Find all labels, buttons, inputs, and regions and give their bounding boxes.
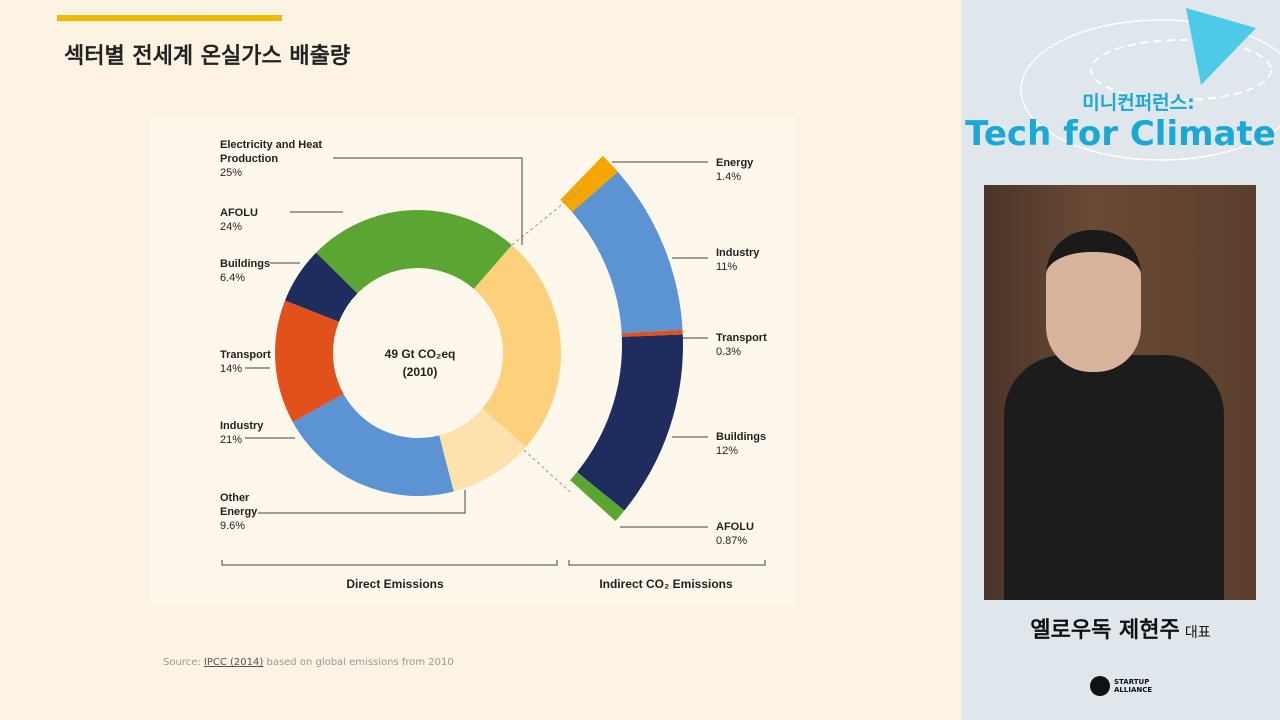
- value-label: 24%: [220, 221, 243, 233]
- logo-line: ALLIANCE: [1114, 686, 1153, 694]
- center-label: (2010): [403, 365, 438, 379]
- slide-title: 섹터별 전세계 온실가스 배출량: [64, 44, 351, 69]
- value-label: 12%: [716, 445, 739, 457]
- value-label: 1.4%: [716, 171, 742, 183]
- sidebar: 미니컨퍼런스: Tech for Climate 옐로우독 제현주 대표 STA…: [961, 0, 1280, 720]
- logo-icon: [1090, 676, 1110, 696]
- arc-segment: [576, 334, 683, 511]
- chart-panel: [150, 118, 795, 605]
- segment-label: Industry 21%: [220, 419, 300, 447]
- source: Source: IPCC (2014) based on global emis…: [163, 657, 454, 668]
- category-label: Transport: [716, 332, 767, 344]
- value-label: 0.87%: [716, 535, 748, 547]
- segment-label: AFOLU 24%: [220, 206, 300, 234]
- group-label: Direct Emissions: [346, 577, 444, 591]
- segment-label: Transport 14%: [220, 348, 300, 376]
- category-label: Energy: [716, 157, 754, 169]
- logo: STARTUP ALLIANCE: [1114, 678, 1152, 694]
- category-label: AFOLU: [220, 207, 258, 219]
- speaker-head: [1046, 230, 1141, 372]
- category-label: Buildings: [716, 431, 767, 443]
- accent-bar: [57, 15, 282, 21]
- segment-label: Transport 0.3%: [716, 331, 767, 359]
- group-bracket: [221, 560, 558, 566]
- donut-segment: [285, 252, 358, 322]
- connector: [523, 449, 571, 493]
- donut-segment: [316, 209, 512, 294]
- source-link[interactable]: IPCC (2014): [203, 657, 264, 668]
- segment-label: Industry 11%: [716, 246, 759, 274]
- event-title: Tech for Climate: [965, 114, 1276, 154]
- arc-segment: [570, 472, 625, 521]
- logo-line: STARTUP: [1114, 678, 1150, 686]
- leader-line: [258, 490, 466, 514]
- connector: [511, 189, 581, 246]
- arc-segment: [621, 329, 683, 337]
- speaker-caption: 옐로우독 제현주 대표: [961, 612, 1280, 644]
- category-label: Industry: [220, 420, 264, 432]
- category-label: Other Energy: [220, 492, 258, 518]
- segment-label: Other Energy 9.6%: [220, 491, 260, 533]
- value-label: 9.6%: [220, 520, 246, 532]
- chart-labels: Electricity and Heat Production 25% Other …: [220, 138, 767, 548]
- category-label: Buildings: [220, 258, 271, 270]
- speaker-video: [984, 185, 1256, 600]
- category-label: Industry: [716, 247, 760, 259]
- donut-segment: [292, 394, 454, 496]
- category-label: Transport: [220, 349, 271, 361]
- speaker-name: 옐로우독 제현주: [1030, 618, 1180, 643]
- donut-segment: [275, 300, 344, 422]
- source-prefix: Source:: [163, 657, 201, 668]
- center-label: 49 Gt CO₂eq: [385, 347, 456, 361]
- segment-label: Buildings 6.4%: [220, 257, 300, 285]
- leader-line: [333, 157, 523, 245]
- value-label: 11%: [716, 261, 738, 273]
- segment-label: Buildings 12%: [716, 430, 766, 458]
- value-label: 0.3%: [716, 346, 742, 358]
- segment-label: AFOLU 0.87%: [716, 520, 754, 548]
- event-name: 미니컨퍼런스:: [1082, 92, 1195, 114]
- group-bracket: [568, 560, 766, 566]
- segment-label: Electricity and Heat Production 25%: [220, 138, 330, 180]
- donut-segment: [473, 245, 561, 447]
- arc-segment: [572, 171, 683, 334]
- value-label: 14%: [220, 363, 243, 375]
- speaker-figure: [1004, 355, 1224, 600]
- value-label: 25%: [220, 167, 243, 179]
- value-label: 6.4%: [220, 272, 246, 284]
- segment-label: Energy 1.4%: [716, 156, 753, 184]
- category-label: AFOLU: [716, 521, 754, 533]
- group-label: Indirect CO₂ Emissions: [599, 577, 733, 591]
- chart: 49 Gt CO₂eq (2010) Direct Emissions Indirec…: [150, 118, 795, 605]
- source-suffix: based on global emissions from 2010: [266, 657, 454, 668]
- category-label: Electricity and Heat Production: [220, 139, 323, 165]
- arc-segment: [560, 155, 618, 212]
- sidebar-deco: [1020, 8, 1280, 161]
- speaker-role: 대표: [1184, 625, 1211, 641]
- donut-segment: [439, 408, 526, 492]
- value-label: 21%: [220, 434, 243, 446]
